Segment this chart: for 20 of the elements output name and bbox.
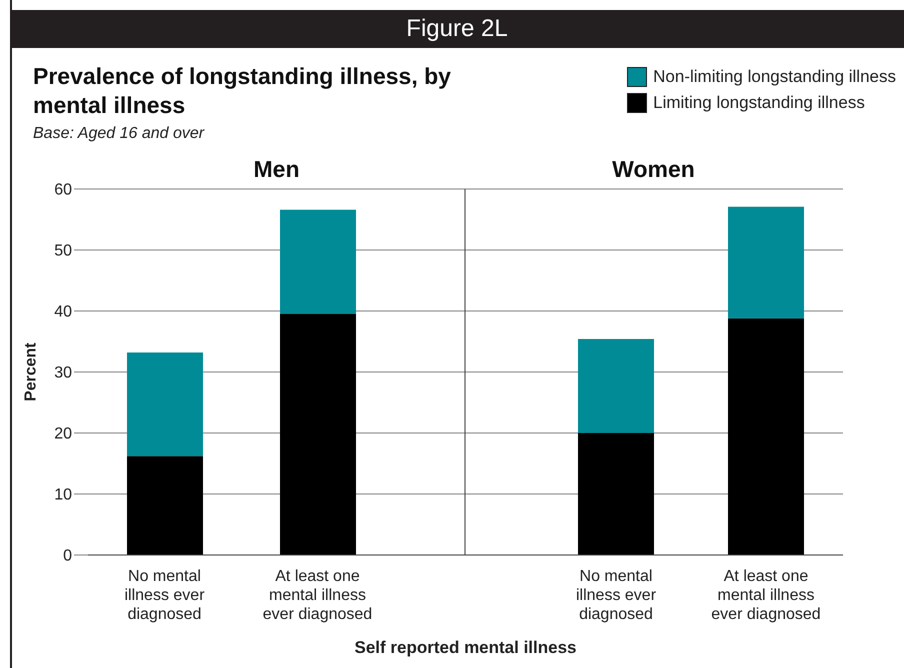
x-tick-label: At least one mental illness ever diagnosed bbox=[711, 568, 821, 623]
y-tick-label: 30 bbox=[54, 364, 72, 382]
x-tick-label: No mental illness ever diagnosed bbox=[124, 568, 206, 623]
y-tick-label: 20 bbox=[54, 426, 72, 443]
y-tick-label: 0 bbox=[63, 548, 72, 565]
x-tick-label: No mental illness ever diagnosed bbox=[576, 568, 657, 623]
y-tick-label: 40 bbox=[54, 304, 72, 321]
x-tick-label: At least one mental illness ever diagnosed bbox=[262, 568, 372, 623]
caption: Figure 2L bbox=[10, 10, 904, 48]
y-tick-label: 50 bbox=[54, 242, 72, 260]
y-tick-label: 60 bbox=[54, 182, 72, 199]
text: Women bbox=[611, 156, 696, 183]
x-axis-title: Self reported mental illness bbox=[353, 638, 578, 658]
y-tick-label: 10 bbox=[54, 486, 72, 504]
y-axis-title: Percent bbox=[22, 342, 40, 402]
chart-title: Prevalence of longstanding illness, by mental illness bbox=[33, 62, 452, 120]
chart-subtitle: Base: Aged 16 and over bbox=[33, 125, 204, 143]
legend-label: Limiting longstanding illness bbox=[652, 92, 866, 114]
legend-label: Non-limiting longstanding illness bbox=[652, 66, 896, 88]
text: Men bbox=[252, 156, 300, 183]
